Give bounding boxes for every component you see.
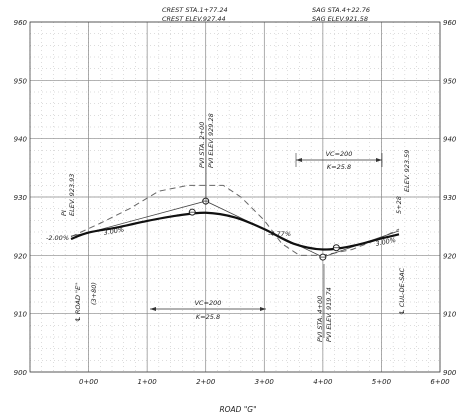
vc-bottom-annotation: VC=200 K=25.8 [150,299,266,321]
y-tick-label: 900 [14,369,28,377]
grade2-label: -4.77% [268,230,291,238]
y-tick-label: 960 [443,19,456,27]
existing-ground-line [70,184,400,256]
road-e-sta-label: (3+80) [90,282,98,305]
pvi2-sta-label: PVI STA. 4+00 [316,296,324,342]
y-tick-label: 930 [14,194,28,202]
end-annotation: 5+28 ELEV. 923.59 ℄ CUL-DE-SAC [395,150,411,315]
y-tick-label: 960 [14,19,28,27]
crest-sta-label: CREST STA.1+77.24 [162,6,228,14]
cul-de-sac-label: ℄ CUL-DE-SAC [398,267,406,315]
pvi1-annotation: PVI STA. 2+00 PVI ELEV. 929.28 [198,113,215,205]
vc-bottom-arrow-right [260,307,266,311]
x-tick-label: 6+00 [430,378,450,386]
x-tick-label: 5+00 [372,378,392,386]
pvi1-sta-label: PVI STA. 2+00 [198,122,206,168]
vc-bottom-label: VC=200 [195,299,222,307]
pvi2-annotation: PVI STA. 4+00 PVI ELEV. 919.74 [316,264,333,342]
road-e-label: ℄ ROAD "E" [74,283,82,322]
pvi1-elev-label: PVI ELEV. 929.28 [207,113,215,168]
vc-top-label: VC=200 [326,150,353,158]
design-profile-line [70,211,400,251]
sag-elev-label: SAG ELEV.921.58 [312,15,368,23]
grade1-label: 3.00% [103,226,125,237]
y-tick-labels-left: 900 910 920 930 940 950 960 [14,19,28,377]
y-tick-label: 940 [443,136,456,144]
y-tick-label: 900 [443,369,456,377]
y-tick-label: 950 [443,77,456,85]
x-tick-label: 0+00 [79,378,99,386]
crest-elev-label: CREST ELEV.927.44 [162,15,226,23]
k-top-label: K=25.8 [327,163,351,171]
x-tick-label: 4+00 [313,378,333,386]
vc-top-annotation: VC=200 K=25.8 [295,150,383,171]
start-elev-label: ELEV. 923.93 [68,174,76,216]
y-tick-label: 910 [443,311,456,319]
y-tick-label: 940 [14,136,28,144]
x-tick-label: 3+00 [255,378,275,386]
start-grade-label: -2.00% [46,234,69,242]
y-tick-label: 920 [443,252,456,260]
x-tick-labels: 0+00 1+00 2+00 3+00 4+00 5+00 6+00 [79,378,450,386]
end-sta-label: 5+28 [395,196,403,214]
end-elev-label: ELEV. 923.59 [403,150,411,192]
pvi2-elev-label: PVI ELEV. 919.74 [325,287,333,342]
y-tick-label: 930 [443,194,456,202]
k-bottom-label: K=25.8 [196,313,220,321]
x-tick-label: 1+00 [138,378,158,386]
x-tick-label: 2+00 [196,378,216,386]
vc-top-arrow-left [296,158,302,162]
start-pi-label: PI [60,210,68,216]
sag-sta-label: SAG STA.4+22.76 [312,6,370,14]
plot-frame [29,21,441,373]
x-axis-label: ROAD "G" [219,405,256,414]
y-tick-labels-right: 900 910 920 930 940 950 960 [443,19,456,377]
y-tick-label: 920 [14,252,28,260]
vc-top-arrow-right [376,158,382,162]
road-e-annotation: ℄ ROAD "E" (3+80) [74,282,98,322]
vc-bottom-arrow-left [150,307,156,311]
y-tick-label: 910 [14,311,28,319]
start-pi-annotation: PI ELEV. 923.93 [60,174,76,216]
y-tick-label: 950 [14,77,28,85]
